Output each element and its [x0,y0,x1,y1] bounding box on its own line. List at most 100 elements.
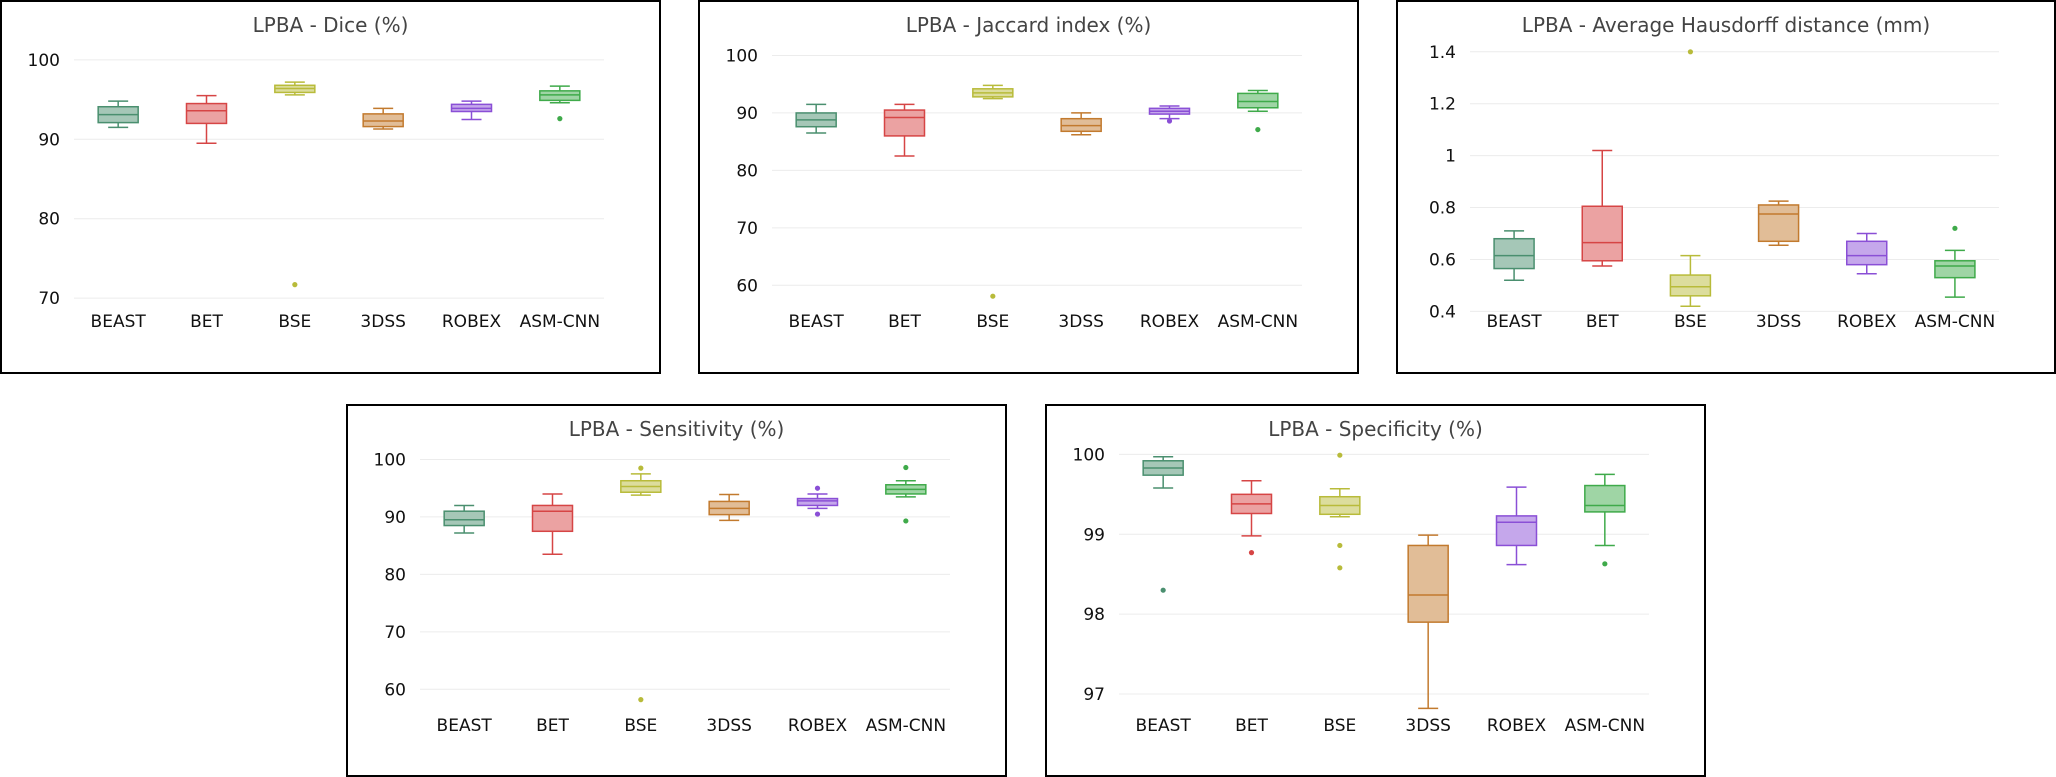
box-iqr [1669,274,1712,297]
outlier-point [814,511,821,517]
box-bse [1319,452,1361,571]
box-iqr [1237,92,1279,109]
box-robex [796,485,839,517]
outlier-point [1166,118,1173,124]
outlier-point [557,116,563,122]
y-tick-label: 1.2 [1429,95,1456,115]
x-tick-label: 3DSS [360,312,406,332]
x-tick-label: BEAST [1136,716,1192,736]
box-3dss [362,107,404,130]
box-robex [1846,232,1888,275]
y-tick-label: 90 [38,130,60,150]
box-3dss [708,493,750,522]
outlier-point [903,518,909,524]
box-beast [795,103,837,134]
box-iqr [531,504,574,533]
outlier-point [1337,542,1343,549]
x-tick-label: ASM-CNN [1915,312,1996,332]
chart-title: LPBA - Average Hausdorff distance (mm) [1522,13,1930,37]
chart-sensitivity: LPBA - Sensitivity (%) 60 70 80 90 100 BEAST BE… [374,417,950,736]
y-tick-label: 80 [38,210,60,230]
box-robex [450,100,493,121]
x-tick-label: BET [1586,312,1619,332]
box-robex [1148,105,1191,124]
box-iqr [1934,260,1976,279]
x-tick-label: BEAST [1486,312,1542,332]
y-tick-label: 1.4 [1429,43,1456,63]
box-robex [1495,486,1538,566]
outlier-point [1255,126,1261,133]
box-3dss [1407,534,1449,710]
outlier-point [1337,452,1343,458]
x-tick-label: BSE [1323,716,1356,736]
x-tick-label: ROBEX [788,716,848,736]
box-bse [274,81,316,288]
y-tick-label: 1 [1445,147,1456,167]
box-asm-cnn [1934,225,1976,298]
x-tick-label: BSE [624,716,657,736]
y-tick-label: 0.6 [1429,250,1456,270]
y-tick-label: 70 [736,219,758,239]
y-tick-label: 80 [736,161,758,181]
y-tick-label: 100 [374,450,406,470]
y-tick-label: 100 [28,51,60,71]
x-tick-label: BET [1235,716,1268,736]
x-tick-label: BEAST [789,312,845,332]
y-tick-label: 90 [384,508,406,528]
box-asm-cnn [539,85,581,122]
x-tick-label: 3DSS [1058,312,1104,332]
x-tick-label: BSE [1674,312,1707,332]
x-tick-label: ASM-CNN [866,716,947,736]
chart-panel-specificity: LPBA - Specificity (%) 97 98 99 100 BEAST BET B… [1045,404,1706,777]
box-iqr [1495,515,1538,547]
x-tick-label: BSE [976,312,1009,332]
x-tick-label: ASM-CNN [1218,312,1299,332]
y-tick-label: 98 [1083,605,1105,625]
chart-title: LPBA - Jaccard index (%) [906,13,1152,37]
box-bet [883,103,926,157]
y-tick-label: 90 [736,104,758,124]
chart-panel-dice: LPBA - Dice (%) 70 80 90 100 BEAST BET BSE 3DSS R… [0,0,661,374]
x-tick-label: BET [190,312,223,332]
box-iqr [443,510,485,527]
box-3dss [1757,200,1800,246]
outlier-point [1160,587,1166,593]
box-bse [620,465,662,703]
y-tick-label: 70 [38,289,60,309]
y-tick-label: 60 [384,680,406,700]
x-tick-label: ASM-CNN [1565,716,1646,736]
box-beast [97,100,139,129]
box-bet [185,94,228,145]
y-tick-label: 99 [1083,525,1105,545]
box-iqr [539,90,581,102]
x-tick-label: BEAST [437,716,493,736]
chart-title: LPBA - Dice (%) [253,13,409,37]
chart-panel-hausdorff: LPBA - Average Hausdorff distance (mm) 0.… [1396,0,2056,374]
box-iqr [1493,237,1535,270]
outlier-point [1952,225,1958,231]
box-asm-cnn [885,464,927,524]
chart-panel-jaccard: LPBA - Jaccard index (%) 60 70 80 90 100 BEAST… [698,0,1359,374]
box-iqr [1846,240,1888,266]
box-iqr [1584,484,1626,513]
y-tick-label: 97 [1083,685,1105,705]
box-asm-cnn [1584,473,1626,567]
x-tick-label: ASM-CNN [520,312,601,332]
x-tick-label: BET [536,716,569,736]
y-tick-label: 100 [1073,445,1105,465]
box-iqr [796,497,839,507]
box-bet [1581,149,1623,267]
chart-title: LPBA - Sensitivity (%) [569,417,785,441]
y-tick-label: 80 [384,565,406,585]
x-tick-label: BEAST [91,312,147,332]
x-tick-label: 3DSS [1405,716,1451,736]
box-iqr [362,113,404,128]
outlier-point [292,282,298,288]
box-bet [531,493,574,556]
x-tick-label: ROBEX [1140,312,1200,332]
chart-jaccard: LPBA - Jaccard index (%) 60 70 80 90 100 BEAST… [726,13,1302,332]
box-3dss [1060,112,1102,136]
outlier-point [1602,561,1608,567]
outlier-point [638,465,644,471]
x-tick-label: ROBEX [442,312,502,332]
